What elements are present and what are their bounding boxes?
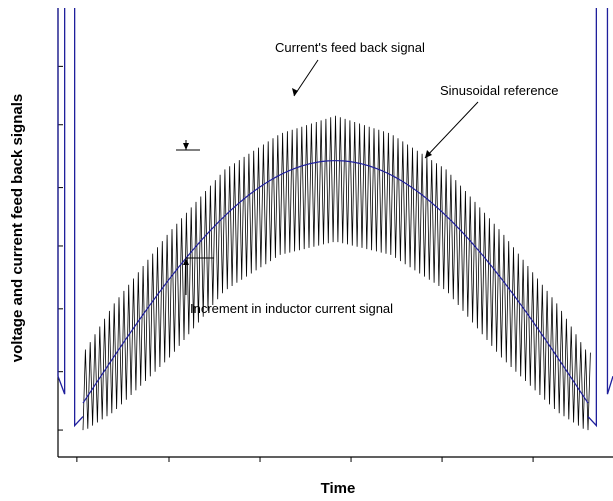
annotation-current-feedback: Current's feed back signal <box>275 40 425 55</box>
arrowhead-current-feedback <box>292 88 298 96</box>
arrow-current-feedback <box>293 59 319 97</box>
y-axis-label: voltage and current feed back signals <box>9 94 26 362</box>
series-reference-spikes <box>57 8 613 428</box>
series-sinusoidal-reference <box>82 160 589 404</box>
arrow-sinusoidal-reference <box>424 101 479 159</box>
arrowhead-sinusoidal-reference <box>425 150 432 158</box>
annotation-inductor-increment: Increment in inductor current signal <box>190 301 393 316</box>
series-current-feedback <box>82 115 591 431</box>
annotation-sinusoidal-reference: Sinusoidal reference <box>440 83 559 98</box>
arrowhead-bottom <box>183 258 189 265</box>
arrowhead-top <box>183 143 189 150</box>
x-axis-label: Time <box>321 480 356 497</box>
